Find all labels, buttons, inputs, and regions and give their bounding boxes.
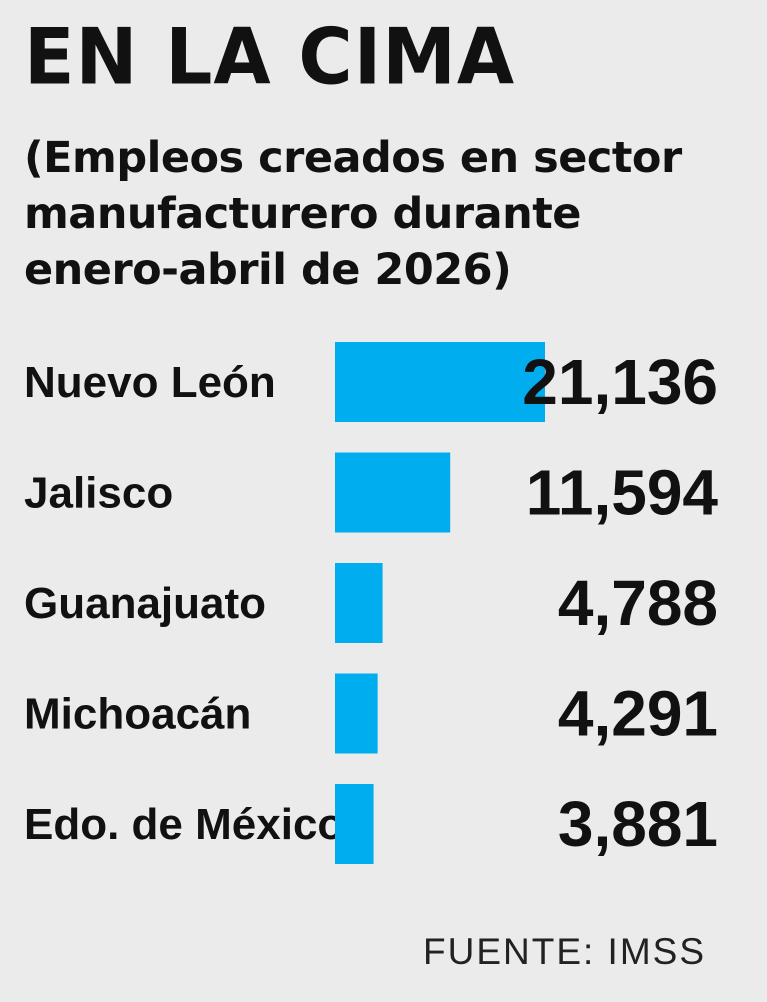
bar	[335, 673, 378, 754]
bar	[335, 342, 545, 422]
bar	[335, 452, 451, 533]
bar-chart: Nuevo León 21,136 Jalisco 11,594 Guanajuato 4…	[24, 342, 719, 864]
value-label: 11,594	[526, 457, 719, 529]
chart-title: EN LA CIMA	[24, 12, 516, 103]
value-label: 4,291	[558, 678, 718, 750]
category-label: Nuevo León	[24, 358, 276, 407]
value-label: 21,136	[522, 346, 718, 418]
category-label: Edo. de México	[24, 800, 344, 849]
bar	[335, 563, 383, 643]
chart-subtitle: (Empleos creados en sector manufacturero…	[24, 130, 744, 298]
value-label: 3,881	[558, 788, 718, 860]
category-label: Jalisco	[24, 469, 173, 518]
bar	[335, 784, 374, 864]
subtitle-line-2: manufacturero durante	[24, 189, 581, 239]
subtitle-line-3: enero-abril de 2026)	[24, 245, 512, 295]
category-label: Guanajuato	[24, 579, 266, 628]
value-label: 4,788	[558, 567, 718, 639]
subtitle-line-1: (Empleos creados en sector	[24, 133, 682, 183]
category-label: Michoacán	[24, 690, 251, 739]
source-note: FUENTE: IMSS	[423, 931, 707, 972]
